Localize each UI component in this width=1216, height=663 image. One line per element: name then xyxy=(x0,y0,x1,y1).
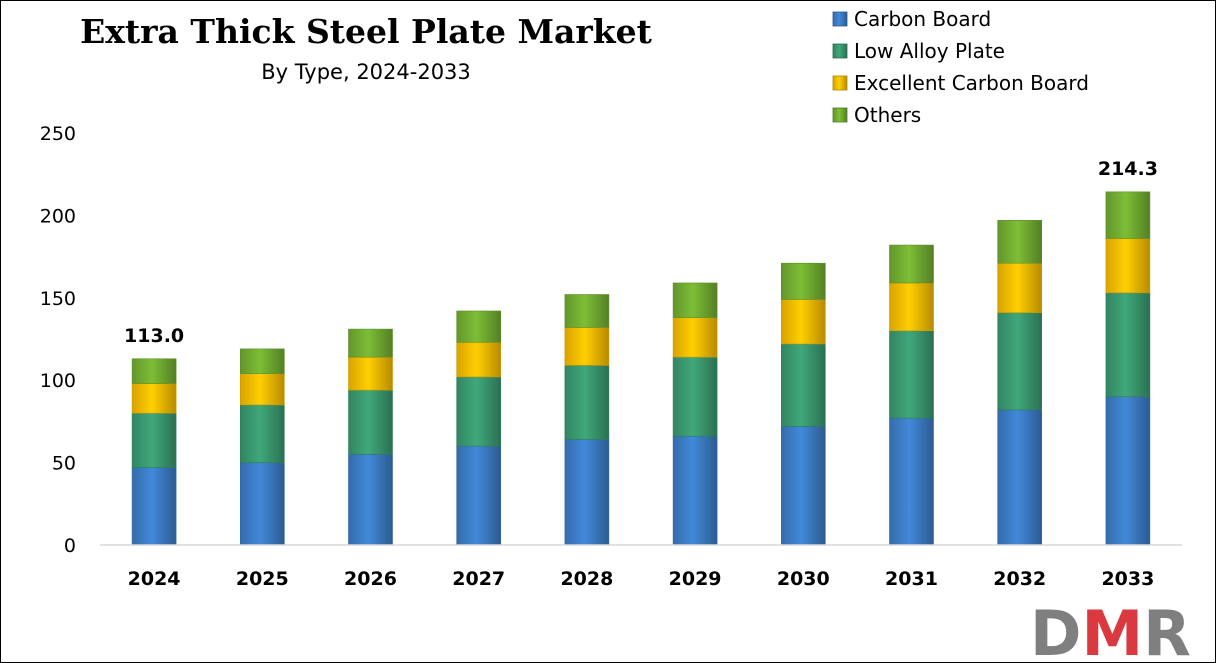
bar-stack-2033 xyxy=(1105,191,1151,546)
bar-carbon-board-2031 xyxy=(889,417,934,546)
bar-low-alloy-plate-2030 xyxy=(780,343,826,427)
bar-carbon-board-2025 xyxy=(240,462,285,546)
bar-excellent-carbon-board-2032 xyxy=(997,262,1043,313)
x-tick-label: 2031 xyxy=(885,568,938,590)
logo-letter-m: M xyxy=(1081,597,1143,663)
data-label-2033: 214.3 xyxy=(1098,158,1158,180)
bar-carbon-board-2024 xyxy=(131,467,177,546)
bar-others-2024 xyxy=(131,358,177,384)
chart-subtitle: By Type, 2024-2033 xyxy=(261,60,471,84)
bar-excellent-carbon-board-2027 xyxy=(456,341,502,378)
bar-low-alloy-plate-2024 xyxy=(131,412,177,468)
bar-excellent-carbon-board-2026 xyxy=(348,356,393,391)
x-tick-label: 2033 xyxy=(1101,568,1154,590)
bar-carbon-board-2033 xyxy=(1105,396,1151,546)
bar-carbon-board-2026 xyxy=(348,454,393,546)
bar-others-2030 xyxy=(780,262,826,300)
y-tick-label: 150 xyxy=(40,288,76,310)
bar-stack-2025 xyxy=(240,348,285,546)
bar-others-2032 xyxy=(997,220,1043,264)
bar-others-2026 xyxy=(348,328,393,358)
bar-carbon-board-2027 xyxy=(456,445,502,546)
logo-letter-r: R xyxy=(1143,597,1191,663)
x-axis: 2024 2025 2026 2027 2028 2029 2030 2031 2032 2033 xyxy=(128,568,1155,590)
bars-group xyxy=(131,191,1151,546)
y-tick-label: 100 xyxy=(40,370,76,392)
logo-letter-d: D xyxy=(1030,597,1081,663)
bar-stack-2030 xyxy=(780,262,826,546)
y-tick-label: 200 xyxy=(40,205,76,227)
legend-swatch-low-alloy-plate xyxy=(832,43,848,59)
bar-excellent-carbon-board-2031 xyxy=(889,282,934,332)
legend: Carbon Board Low Alloy Plate Excellent Car… xyxy=(832,7,1089,127)
bar-stack-2029 xyxy=(672,282,718,546)
bar-excellent-carbon-board-2024 xyxy=(131,383,177,414)
bar-carbon-board-2030 xyxy=(780,426,826,546)
bar-excellent-carbon-board-2029 xyxy=(672,317,718,358)
x-tick-label: 2025 xyxy=(236,568,289,590)
bar-carbon-board-2029 xyxy=(672,435,718,546)
data-label-2024: 113.0 xyxy=(124,325,184,347)
y-axis: 0 50 100 150 200 250 xyxy=(40,123,76,557)
x-tick-label: 2026 xyxy=(344,568,397,590)
bar-others-2025 xyxy=(240,348,285,374)
bar-others-2033 xyxy=(1105,191,1151,239)
y-tick-label: 0 xyxy=(64,535,76,557)
bar-stack-2032 xyxy=(997,220,1043,546)
bar-stack-2031 xyxy=(889,244,934,546)
bar-stack-2027 xyxy=(456,310,502,546)
bar-excellent-carbon-board-2025 xyxy=(240,373,285,406)
y-tick-label: 250 xyxy=(40,123,76,145)
y-tick-label: 50 xyxy=(52,453,76,475)
legend-label-low-alloy-plate: Low Alloy Plate xyxy=(854,39,1005,63)
bar-low-alloy-plate-2031 xyxy=(889,330,934,419)
legend-label-excellent-carbon-board: Excellent Carbon Board xyxy=(854,71,1089,95)
bar-others-2027 xyxy=(456,310,502,343)
legend-swatch-excellent-carbon-board xyxy=(832,75,848,91)
bar-excellent-carbon-board-2030 xyxy=(780,299,826,345)
legend-label-others: Others xyxy=(854,103,921,127)
legend-label-carbon-board: Carbon Board xyxy=(854,7,991,31)
chart-title: Extra Thick Steel Plate Market xyxy=(80,12,653,51)
bar-excellent-carbon-board-2028 xyxy=(564,327,610,366)
x-tick-label: 2029 xyxy=(669,568,722,590)
x-tick-label: 2028 xyxy=(560,568,613,590)
bar-low-alloy-plate-2029 xyxy=(672,356,718,437)
legend-swatch-others xyxy=(832,107,848,123)
data-labels: 113.0 214.3 xyxy=(124,158,1158,347)
legend-swatch-carbon-board xyxy=(832,11,848,27)
x-tick-label: 2032 xyxy=(993,568,1046,590)
x-tick-label: 2027 xyxy=(452,568,505,590)
bar-low-alloy-plate-2025 xyxy=(240,404,285,463)
bar-stack-2026 xyxy=(348,328,393,546)
x-tick-label: 2024 xyxy=(128,568,181,590)
bar-excellent-carbon-board-2033 xyxy=(1105,238,1151,294)
bar-low-alloy-plate-2026 xyxy=(348,389,393,455)
dmr-logo: DMR xyxy=(1030,597,1191,663)
bar-low-alloy-plate-2032 xyxy=(997,312,1043,411)
x-tick-label: 2030 xyxy=(777,568,830,590)
bar-carbon-board-2028 xyxy=(564,439,610,546)
bar-low-alloy-plate-2028 xyxy=(564,365,610,440)
bar-stack-2024 xyxy=(131,358,177,546)
dmr-logo-mark: DMR xyxy=(1030,597,1191,663)
bar-others-2028 xyxy=(564,294,610,328)
bar-others-2031 xyxy=(889,244,934,284)
bar-low-alloy-plate-2027 xyxy=(456,376,502,447)
bar-low-alloy-plate-2033 xyxy=(1105,292,1151,397)
bar-stack-2028 xyxy=(564,294,610,546)
bar-carbon-board-2032 xyxy=(997,409,1043,546)
bar-others-2029 xyxy=(672,282,718,318)
